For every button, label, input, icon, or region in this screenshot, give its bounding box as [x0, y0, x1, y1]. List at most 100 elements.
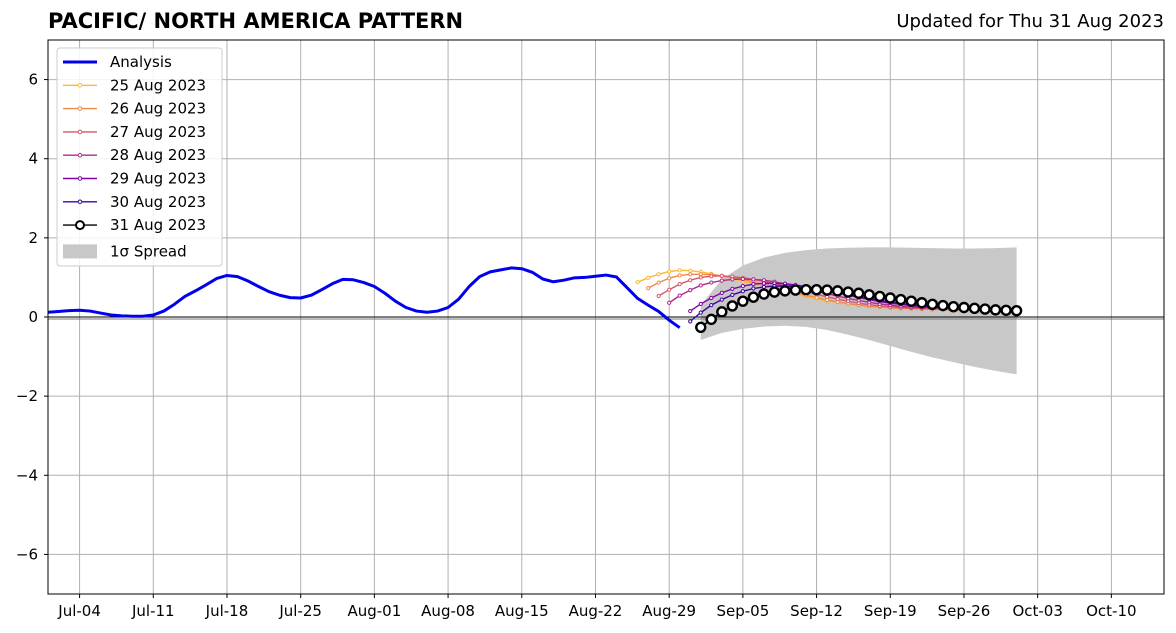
forecast-point — [656, 272, 661, 277]
latest-forecast-point — [726, 300, 739, 312]
x-tick-label: Sep-26 — [938, 602, 991, 620]
analysis-line — [47, 266, 681, 329]
x-tick-label: Aug-15 — [495, 602, 549, 620]
x-tick-label: Oct-03 — [1012, 602, 1062, 620]
latest-forecast-point — [874, 290, 886, 303]
latest-forecast-point — [758, 288, 770, 300]
y-tick-label: −4 — [16, 466, 38, 484]
latest-forecast-point — [747, 291, 760, 303]
forecast-point — [688, 268, 693, 273]
latest-forecast-point — [705, 313, 717, 326]
latest-forecast-point — [979, 303, 991, 315]
updated-date: Updated for Thu 31 Aug 2023 — [896, 11, 1164, 32]
forecast-point — [698, 310, 703, 315]
chart-title: PACIFIC/ NORTH AMERICA PATTERN — [48, 9, 464, 33]
x-tick-label: Aug-29 — [642, 602, 696, 620]
forecast-point — [667, 300, 672, 305]
latest-forecast-point — [852, 287, 865, 299]
x-tick-label: Sep-05 — [716, 602, 769, 620]
legend-swatch-marker — [77, 176, 83, 181]
forecast-point — [635, 280, 640, 285]
latest-forecast-point — [958, 301, 970, 314]
latest-forecast-point — [768, 286, 781, 298]
x-tick-label: Sep-19 — [864, 602, 917, 620]
latest-forecast-point — [810, 283, 823, 296]
legend-swatch-marker — [77, 106, 83, 111]
x-tick-label: Oct-10 — [1086, 602, 1136, 620]
forecast-point — [740, 284, 745, 289]
forecast-point — [656, 280, 661, 285]
latest-forecast-point — [968, 302, 981, 314]
legend-label-spread: 1σ Spread — [110, 242, 187, 260]
y-tick-label: −6 — [16, 545, 38, 563]
latest-forecast-point — [895, 293, 907, 306]
x-tick-label: Jul-18 — [205, 602, 249, 620]
forecast-point — [667, 287, 672, 292]
legend-label-latest: 31 Aug 2023 — [110, 216, 206, 234]
forecast-point — [709, 274, 714, 279]
y-tick-label: −2 — [16, 387, 38, 405]
latest-forecast-point — [842, 286, 854, 298]
x-tick-label: Jul-25 — [278, 602, 322, 620]
forecast-point — [677, 273, 682, 278]
forecast-point — [751, 277, 756, 282]
y-tick-label: 0 — [28, 308, 38, 326]
forecast-point — [719, 290, 724, 295]
forecast-point — [719, 273, 724, 278]
latest-forecast-point — [779, 285, 791, 297]
x-tick-label: Aug-08 — [421, 602, 475, 620]
legend-swatch-marker — [77, 152, 83, 158]
latest-forecast-point — [789, 284, 802, 296]
forecast-point — [667, 276, 672, 281]
legend-swatch-marker — [77, 83, 83, 88]
latest-forecast-point — [831, 285, 844, 297]
forecast-point — [709, 280, 714, 285]
latest-forecast-point — [737, 295, 749, 307]
forecast-point — [719, 297, 724, 302]
forecast-point — [698, 301, 703, 307]
latest-forecast-point — [800, 283, 812, 296]
latest-forecast-point — [937, 299, 949, 312]
x-tick-label: Aug-22 — [569, 602, 623, 620]
latest-forecast-point — [863, 289, 875, 301]
legend-label: 28 Aug 2023 — [110, 146, 206, 164]
spread-band — [700, 247, 1017, 375]
y-tick-label: 6 — [28, 71, 38, 89]
forecast-point — [688, 319, 693, 324]
forecast-point — [751, 286, 756, 291]
forecast-point — [751, 282, 756, 287]
legend-label: 26 Aug 2023 — [110, 100, 206, 118]
forecast-point — [730, 277, 735, 282]
latest-forecast-point — [1000, 304, 1012, 316]
forecast-point — [709, 303, 714, 308]
legend-label: 27 Aug 2023 — [110, 123, 206, 141]
legend-swatch-spread — [63, 244, 97, 259]
latest-forecast-point — [884, 292, 896, 304]
forecast-point — [667, 269, 672, 274]
forecast-point — [698, 275, 703, 280]
latest-forecast-point — [916, 297, 928, 309]
legend-box — [56, 47, 223, 267]
x-tick-label: Aug-01 — [347, 602, 401, 620]
x-tick-label: Jul-04 — [57, 602, 101, 620]
forecast-point — [761, 284, 767, 290]
forecast-point — [730, 292, 735, 297]
latest-forecast-point — [926, 298, 939, 311]
forecast-point — [688, 308, 693, 314]
forecast-point — [688, 278, 693, 283]
latest-forecast-point — [1010, 304, 1023, 317]
forecast-point — [688, 272, 693, 277]
forecast-point — [677, 293, 682, 298]
forecast-point — [677, 282, 682, 287]
y-tick-label: 2 — [28, 229, 38, 247]
forecast-point — [688, 287, 693, 293]
forecast-point — [656, 293, 661, 299]
latest-forecast-point — [989, 304, 1002, 316]
latest-forecast-point — [947, 301, 960, 313]
legend-swatch-marker — [77, 199, 83, 205]
forecast-point — [740, 289, 745, 294]
x-tick-label: Jul-11 — [131, 602, 175, 620]
legend-label: 29 Aug 2023 — [110, 170, 206, 188]
